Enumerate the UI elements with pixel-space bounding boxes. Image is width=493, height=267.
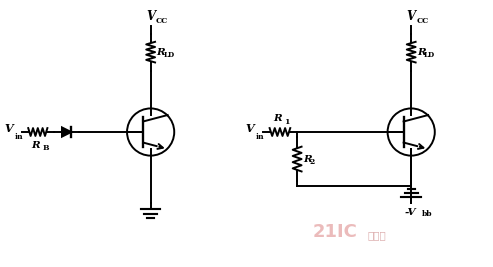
Text: bb: bb xyxy=(422,210,432,218)
Text: LD: LD xyxy=(163,51,175,59)
Polygon shape xyxy=(62,127,71,137)
Text: R: R xyxy=(31,141,39,150)
Text: CC: CC xyxy=(417,17,429,25)
Text: R: R xyxy=(273,114,282,123)
Text: 电子网: 电子网 xyxy=(367,230,386,240)
Text: V: V xyxy=(146,10,155,23)
Text: R: R xyxy=(157,48,165,57)
Text: V: V xyxy=(407,10,416,23)
Text: LD: LD xyxy=(424,51,435,59)
Text: V: V xyxy=(245,123,254,134)
Text: -V: -V xyxy=(404,208,416,217)
Text: V: V xyxy=(4,123,13,134)
Text: 21IC: 21IC xyxy=(313,223,357,241)
Text: in: in xyxy=(256,133,264,141)
Text: in: in xyxy=(15,133,24,141)
Text: B: B xyxy=(42,144,49,152)
Text: CC: CC xyxy=(156,17,168,25)
Text: R: R xyxy=(303,155,312,164)
Text: 2: 2 xyxy=(310,158,315,166)
Text: R: R xyxy=(417,48,426,57)
Text: 1: 1 xyxy=(284,118,290,126)
